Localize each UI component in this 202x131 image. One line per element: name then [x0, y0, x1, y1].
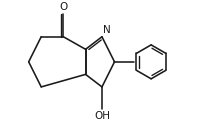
- Text: OH: OH: [94, 111, 110, 121]
- Text: O: O: [59, 2, 67, 12]
- Text: N: N: [103, 25, 111, 35]
